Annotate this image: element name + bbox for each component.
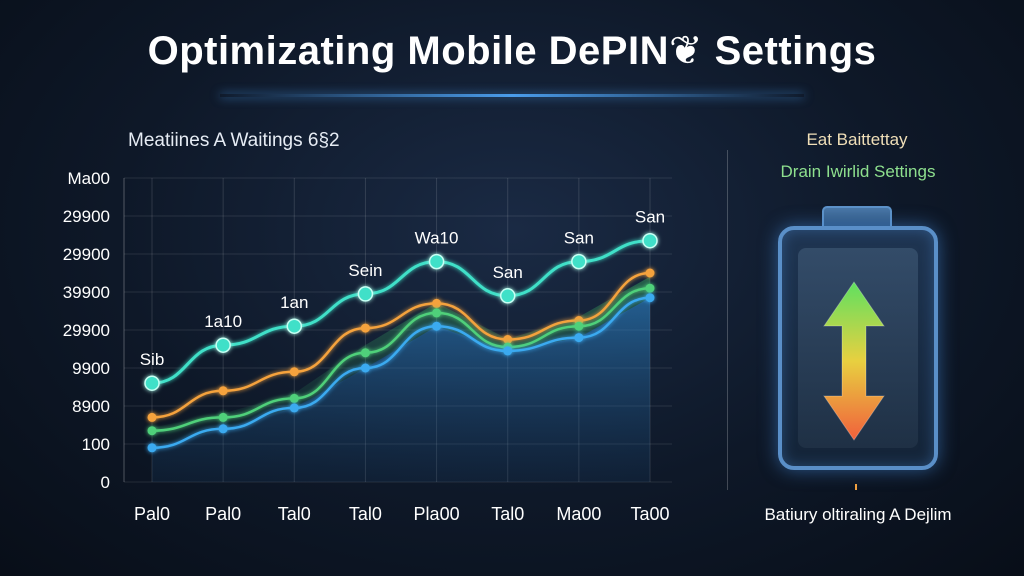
series-2-point [360, 323, 370, 333]
side-panel-title: Eat Baittettay [806, 130, 908, 149]
page-title: Optimizating Mobile DePIN❦ Settings [147, 29, 877, 73]
series-line-3 [151, 286, 651, 432]
series-1-point [215, 337, 231, 353]
series-4-point [147, 443, 157, 453]
series-line-4 [151, 296, 651, 450]
series-3-point [645, 283, 655, 293]
title-underline-glow [220, 94, 804, 97]
y-tick-label: 29900 [63, 245, 110, 264]
point-data-label: San [564, 229, 594, 248]
x-tick-label: Tal0 [491, 504, 524, 524]
series-4-point [645, 293, 655, 303]
series-3-point [574, 321, 584, 331]
series-2-point [289, 367, 299, 377]
y-tick-label: 29900 [63, 321, 110, 340]
series-4-point [574, 333, 584, 343]
point-data-label: Sein [348, 261, 382, 280]
x-tick-label: Ta00 [630, 504, 669, 524]
point-data-label: Sib [140, 350, 165, 369]
series-4-point [432, 321, 442, 331]
y-tick-label: 0 [101, 473, 110, 492]
series-1-point [357, 286, 374, 302]
series-line-1 [151, 239, 651, 385]
series-2-point [432, 298, 442, 308]
series-2-point [218, 386, 228, 396]
series-4-point [360, 363, 370, 373]
series-4-point [503, 346, 513, 356]
chart-ticks: Pal0 Pal0 Tal0 Tal0 Pla00 Tal0 Ma00 Ta00 0 100 890… [63, 169, 670, 524]
chart-series [144, 232, 658, 453]
x-tick-label: Tal0 [278, 504, 311, 524]
x-tick-label: Ma00 [556, 504, 601, 524]
series-3-point [360, 348, 370, 358]
series-3-point [432, 308, 442, 318]
area-fill-series-4 [152, 297, 650, 482]
series-4-point [218, 424, 228, 434]
series-3-point [218, 412, 228, 422]
series-4-point [289, 403, 299, 413]
panel-divider [727, 150, 728, 490]
x-tick-label: Pla00 [414, 504, 460, 524]
x-tick-label: Tal0 [349, 504, 382, 524]
x-tick-label: Pal0 [205, 504, 241, 524]
series-1-point [642, 232, 658, 249]
chart-areas [152, 276, 650, 482]
y-tick-label: 29900 [63, 207, 110, 226]
point-data-label: 1a10 [204, 312, 242, 331]
series-1-point [286, 318, 303, 334]
point-data-label: San [635, 208, 665, 227]
y-tick-label: 39900 [63, 283, 110, 302]
chart-point-labels: Sib 1a10 1an Sein Wa10 San San San [140, 208, 665, 370]
series-2-point [503, 335, 513, 344]
y-tick-label: Ma00 [67, 169, 110, 188]
series-1-point [571, 253, 587, 270]
series-2-point [645, 268, 655, 278]
series-2-point [147, 412, 157, 422]
point-data-label: Wa10 [415, 229, 459, 248]
x-tick-label: Pal0 [134, 504, 170, 524]
y-tick-label: 100 [82, 435, 110, 454]
point-data-label: 1an [280, 293, 308, 312]
point-data-label: San [493, 263, 523, 282]
chart-title: Meatiines A Waitings 6§2 [128, 130, 340, 151]
series-1-point [499, 288, 516, 304]
y-tick-label: 9900 [72, 359, 110, 378]
y-tick-label: 8900 [72, 397, 110, 416]
series-1-point [428, 253, 445, 270]
series-3-point [289, 393, 299, 403]
series-1-point [144, 375, 160, 391]
side-panel-caption: Batiury oltiraling A Dejlim [764, 505, 952, 524]
area-fill-series-3 [152, 276, 650, 448]
side-panel-subtitle: Drain Iwirlid Settings [780, 162, 936, 181]
series-3-point [147, 426, 157, 436]
panel-axis-marker [855, 484, 857, 490]
series-line-2 [151, 271, 651, 419]
